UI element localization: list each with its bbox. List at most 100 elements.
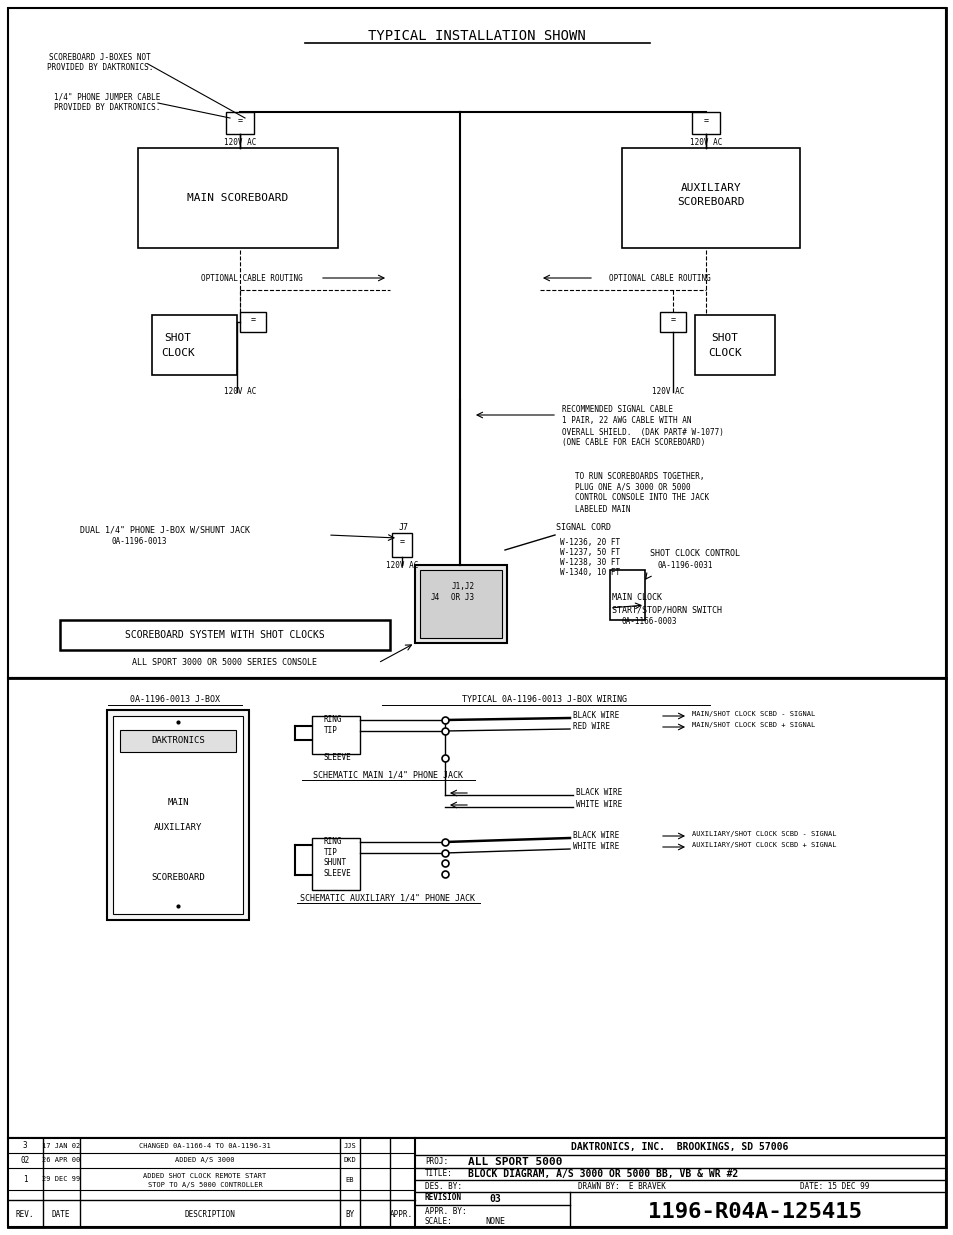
Bar [621, 148, 800, 248]
Bar [60, 620, 390, 650]
Text: 17 JAN 02: 17 JAN 02 [42, 1144, 80, 1149]
Text: DATE: DATE [51, 1210, 71, 1219]
Text: SIGNAL CORD: SIGNAL CORD [556, 524, 610, 532]
Text: CHANGED 0A-1166-4 TO 0A-1196-31: CHANGED 0A-1166-4 TO 0A-1196-31 [139, 1144, 271, 1149]
Text: SHUNT: SHUNT [324, 858, 347, 867]
Text: W-1238, 30 FT: W-1238, 30 FT [559, 557, 619, 567]
Text: TIP: TIP [324, 726, 337, 736]
Text: SCHEMATIC AUXILIARY 1/4" PHONE JACK: SCHEMATIC AUXILIARY 1/4" PHONE JACK [300, 893, 475, 903]
Text: DAKTRONICS: DAKTRONICS [151, 736, 205, 746]
Text: 120V AC: 120V AC [689, 137, 721, 147]
Text: ADDED SHOT CLOCK REMOTE START: ADDED SHOT CLOCK REMOTE START [143, 1173, 266, 1179]
Text: BLACK WIRE: BLACK WIRE [576, 788, 621, 798]
Text: AUXILIARY/SHOT CLOCK SCBD + SIGNAL: AUXILIARY/SHOT CLOCK SCBD + SIGNAL [691, 842, 836, 848]
Text: PROVIDED BY DAKTRONICS.: PROVIDED BY DAKTRONICS. [53, 103, 160, 111]
Text: 120V AC: 120V AC [385, 561, 417, 569]
Text: 1: 1 [23, 1176, 28, 1184]
Text: APPR.: APPR. [389, 1210, 412, 1219]
Bar [312, 839, 359, 890]
Text: CLOCK: CLOCK [707, 348, 741, 358]
Text: MAIN: MAIN [167, 799, 189, 808]
Text: WHITE WIRE: WHITE WIRE [573, 842, 618, 851]
Text: BLACK WIRE: BLACK WIRE [573, 711, 618, 720]
Text: SCOREBOARD J-BOXES NOT: SCOREBOARD J-BOXES NOT [49, 53, 151, 62]
Text: ADDED A/S 3000: ADDED A/S 3000 [175, 1157, 234, 1163]
Text: STOP TO A/S 5000 CONTROLLER: STOP TO A/S 5000 CONTROLLER [148, 1182, 262, 1188]
Bar [138, 148, 337, 248]
Text: SCOREBOARD SYSTEM WITH SHOT CLOCKS: SCOREBOARD SYSTEM WITH SHOT CLOCKS [125, 630, 325, 640]
Text: DES. BY:: DES. BY: [424, 1182, 461, 1192]
Text: EB: EB [345, 1177, 354, 1183]
Text: RING: RING [324, 837, 342, 846]
Text: J4: J4 [430, 594, 439, 603]
Text: SCALE:: SCALE: [424, 1218, 453, 1226]
Text: APPR. BY:: APPR. BY: [424, 1208, 466, 1216]
Text: PROJ:: PROJ: [424, 1157, 448, 1167]
Text: SLEEVE: SLEEVE [324, 753, 352, 762]
Text: PROVIDED BY DAKTRONICS.: PROVIDED BY DAKTRONICS. [47, 63, 153, 72]
Text: JJS: JJS [343, 1144, 356, 1149]
Text: 3: 3 [23, 1141, 28, 1151]
Text: WHITE WIRE: WHITE WIRE [576, 800, 621, 809]
Text: 0A-1196-0013: 0A-1196-0013 [112, 537, 168, 547]
Bar [226, 112, 253, 135]
Text: 0A-1196-0031: 0A-1196-0031 [658, 561, 713, 569]
Text: MAIN/SHOT CLOCK SCBD + SIGNAL: MAIN/SHOT CLOCK SCBD + SIGNAL [691, 722, 815, 727]
Bar [419, 571, 501, 638]
Text: START/STOP/HORN SWITCH: START/STOP/HORN SWITCH [612, 605, 721, 615]
Text: SHOT: SHOT [711, 333, 738, 343]
Text: OVERALL SHIELD.  (DAK PART# W-1077): OVERALL SHIELD. (DAK PART# W-1077) [561, 427, 723, 436]
Text: =: = [399, 537, 404, 546]
Text: REV.: REV. [16, 1210, 34, 1219]
Text: LABELED MAIN: LABELED MAIN [575, 505, 630, 514]
Text: =: = [702, 116, 708, 125]
Text: BLACK WIRE: BLACK WIRE [573, 831, 618, 841]
Text: 120V AC: 120V AC [224, 388, 256, 396]
Bar [8, 1137, 945, 1228]
Text: BLOCK DIAGRAM, A/S 3000 OR 5000 BB, VB & WR #2: BLOCK DIAGRAM, A/S 3000 OR 5000 BB, VB &… [468, 1170, 738, 1179]
Text: 1 PAIR, 22 AWG CABLE WITH AN: 1 PAIR, 22 AWG CABLE WITH AN [561, 416, 691, 426]
Text: SCOREBOARD: SCOREBOARD [151, 873, 205, 883]
Text: MAIN CLOCK: MAIN CLOCK [612, 594, 661, 603]
Text: TYPICAL INSTALLATION SHOWN: TYPICAL INSTALLATION SHOWN [368, 28, 585, 43]
Text: 120V AC: 120V AC [224, 137, 256, 147]
Text: NONE: NONE [484, 1218, 504, 1226]
Text: AUXILIARY: AUXILIARY [153, 824, 202, 832]
Text: 120V AC: 120V AC [651, 388, 683, 396]
Bar [8, 678, 945, 1137]
Text: 1/4" PHONE JUMPER CABLE: 1/4" PHONE JUMPER CABLE [53, 93, 160, 101]
Text: TO RUN SCOREBOARDS TOGETHER,: TO RUN SCOREBOARDS TOGETHER, [575, 472, 703, 480]
Bar [152, 315, 236, 375]
Text: 0A-1196-0013 J-BOX: 0A-1196-0013 J-BOX [130, 695, 220, 704]
Text: RECOMMENDED SIGNAL CABLE: RECOMMENDED SIGNAL CABLE [561, 405, 672, 415]
Text: DESCRIPTION: DESCRIPTION [184, 1210, 235, 1219]
Text: REVISION: REVISION [424, 1193, 461, 1203]
Text: SCHEMATIC MAIN 1/4" PHONE JACK: SCHEMATIC MAIN 1/4" PHONE JACK [313, 771, 462, 779]
Text: =: = [670, 315, 675, 324]
Text: W-1237, 50 FT: W-1237, 50 FT [559, 547, 619, 557]
Text: OPTIONAL CABLE ROUTING: OPTIONAL CABLE ROUTING [201, 273, 302, 283]
Text: W-1340, 10 FT: W-1340, 10 FT [559, 568, 619, 577]
Text: =: = [251, 315, 255, 324]
Text: CONTROL CONSOLE INTO THE JACK: CONTROL CONSOLE INTO THE JACK [575, 494, 708, 503]
Text: 0A-1166-0003: 0A-1166-0003 [621, 618, 677, 626]
Bar [659, 312, 685, 332]
Text: SCOREBOARD: SCOREBOARD [677, 198, 744, 207]
Bar [695, 315, 774, 375]
Text: OR J3: OR J3 [451, 593, 474, 601]
Text: W-1236, 20 FT: W-1236, 20 FT [559, 537, 619, 547]
Bar [240, 312, 266, 332]
Text: (ONE CABLE FOR EACH SCOREBOARD): (ONE CABLE FOR EACH SCOREBOARD) [561, 438, 704, 447]
Text: DKD: DKD [343, 1157, 356, 1163]
Text: 03: 03 [489, 1194, 500, 1204]
Text: =: = [237, 116, 242, 125]
Text: 1196-R04A-125415: 1196-R04A-125415 [647, 1202, 862, 1221]
Text: TIP: TIP [324, 848, 337, 857]
Bar [691, 112, 720, 135]
Text: 26 APR 00: 26 APR 00 [42, 1157, 80, 1163]
Text: SHOT CLOCK CONTROL: SHOT CLOCK CONTROL [649, 548, 740, 557]
Text: MAIN/SHOT CLOCK SCBD - SIGNAL: MAIN/SHOT CLOCK SCBD - SIGNAL [691, 711, 815, 718]
Text: PLUG ONE A/S 3000 OR 5000: PLUG ONE A/S 3000 OR 5000 [575, 483, 690, 492]
Text: ALL SPORT 5000: ALL SPORT 5000 [468, 1157, 562, 1167]
Text: SHOT: SHOT [164, 333, 192, 343]
